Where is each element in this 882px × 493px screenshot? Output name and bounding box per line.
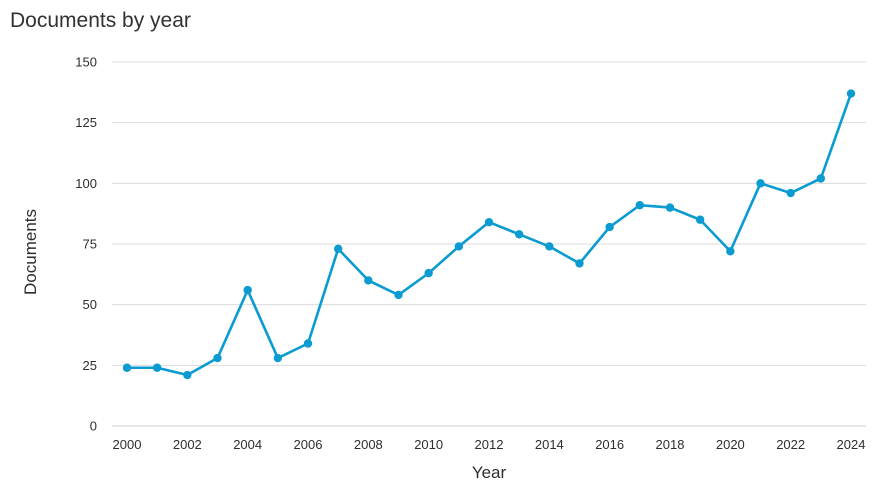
data-point[interactable] — [333, 244, 343, 254]
data-point[interactable] — [605, 222, 614, 232]
data-point[interactable] — [756, 179, 765, 188]
x-tick-label: 2012 — [475, 437, 504, 452]
x-tick-label: 2004 — [233, 437, 262, 452]
x-tick-label: 2016 — [595, 437, 624, 452]
x-axis-title: Year — [472, 463, 507, 482]
data-point[interactable] — [786, 188, 795, 198]
y-tick-label: 50 — [83, 297, 97, 312]
data-point[interactable] — [152, 363, 162, 372]
data-point[interactable] — [816, 174, 826, 183]
y-gridlines — [112, 61, 866, 427]
data-point[interactable] — [635, 200, 645, 210]
y-tick-label: 125 — [75, 115, 97, 130]
data-point[interactable] — [424, 268, 433, 278]
x-tick-label: 2010 — [414, 437, 443, 452]
x-tick-label: 2024 — [837, 437, 866, 452]
x-tick-label: 2022 — [776, 437, 805, 452]
x-tick-label: 2014 — [535, 437, 564, 452]
y-tick-label: 150 — [75, 55, 97, 70]
x-tick-label: 2008 — [354, 437, 383, 452]
data-point[interactable] — [303, 339, 313, 348]
data-point[interactable] — [545, 242, 554, 251]
x-tick-label: 2018 — [656, 437, 685, 452]
data-point[interactable] — [846, 89, 856, 98]
y-tick-label: 0 — [90, 419, 97, 434]
x-tick-label: 2020 — [716, 437, 745, 452]
data-point[interactable] — [514, 230, 524, 239]
data-point[interactable] — [243, 285, 252, 295]
data-point[interactable] — [183, 370, 192, 380]
y-axis-ticks: 0 25 50 75 100 125 150 — [75, 55, 97, 434]
x-tick-label: 2002 — [173, 437, 202, 452]
chart-title: Documents by year — [10, 9, 191, 32]
y-tick-label: 100 — [75, 176, 97, 191]
x-tick-label: 2006 — [294, 437, 323, 452]
series-documents — [122, 89, 856, 380]
y-axis-title: Documents — [21, 209, 40, 295]
data-point[interactable] — [726, 247, 735, 256]
data-point[interactable] — [484, 217, 494, 227]
data-point[interactable] — [122, 363, 132, 372]
data-point[interactable] — [695, 215, 705, 224]
y-tick-label: 75 — [83, 237, 97, 252]
data-point[interactable] — [454, 242, 464, 251]
data-point[interactable] — [394, 290, 403, 300]
series-line — [125, 92, 853, 377]
x-axis-ticks: 2000 2002 2004 2006 2008 2010 2012 2014 2016 2018… — [113, 437, 866, 452]
data-point[interactable] — [273, 353, 283, 363]
y-tick-label: 25 — [83, 358, 97, 373]
data-point[interactable] — [665, 203, 675, 212]
x-tick-label: 2000 — [113, 437, 142, 452]
data-point[interactable] — [575, 259, 584, 268]
data-point[interactable] — [213, 353, 222, 363]
data-point[interactable] — [364, 276, 373, 285]
